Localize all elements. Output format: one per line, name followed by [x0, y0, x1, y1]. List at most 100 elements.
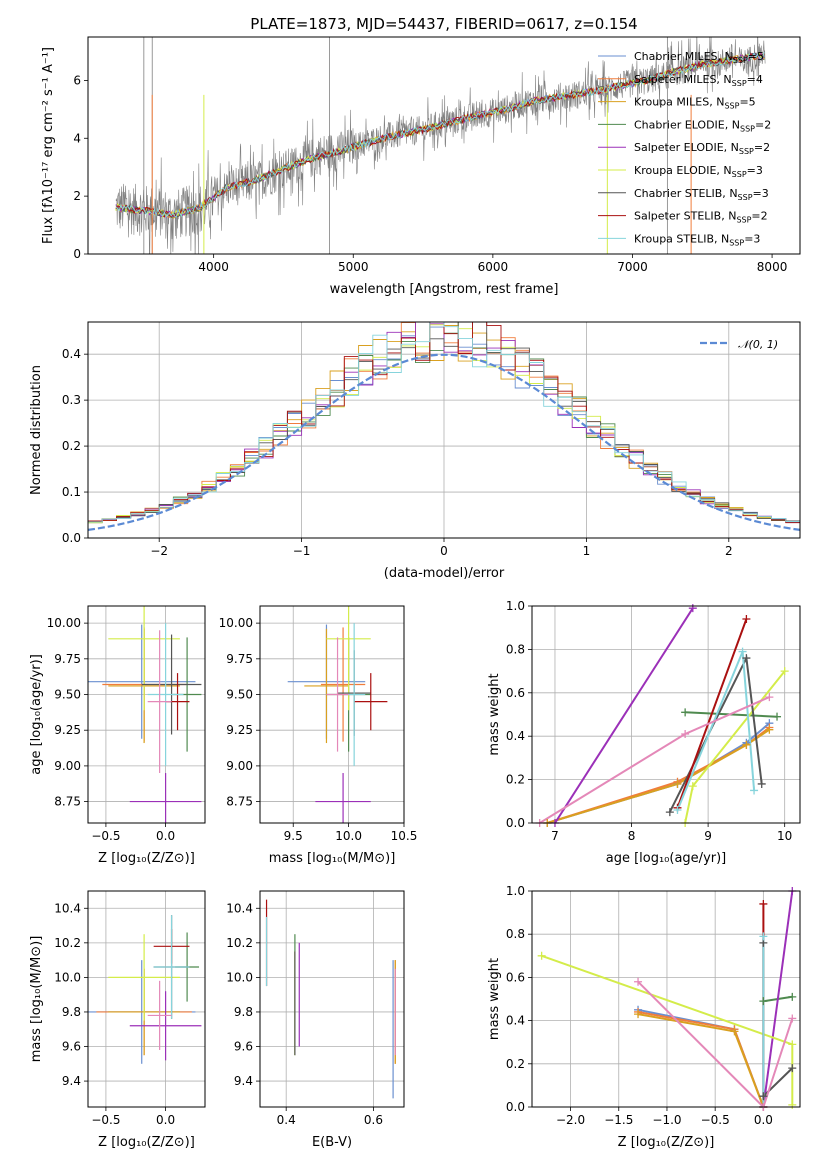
weight-marker — [681, 708, 690, 717]
weight-marker — [765, 725, 774, 734]
axes-frame — [87, 321, 801, 539]
errorbar-point — [129, 773, 202, 823]
x-tick-label: −0.5 — [91, 1113, 120, 1127]
x-tick-label: 1 — [583, 544, 591, 558]
x-axis-label: (data-model)/error — [384, 566, 505, 581]
y-tick-label: 9.75 — [54, 652, 81, 666]
legend-entry: Kroupa ELODIE, NSSP=3 — [634, 164, 763, 179]
y-tick-label: 0.2 — [506, 773, 525, 787]
y-tick-label: 10.2 — [54, 936, 81, 950]
legend-entry: Salpeter ELODIE, NSSP=2 — [634, 141, 770, 156]
x-tick-label: 0.0 — [754, 1113, 773, 1127]
residual-histogram-6 — [88, 322, 800, 522]
grid — [532, 605, 800, 824]
weight-marker — [738, 647, 747, 656]
y-tick-label: 4 — [73, 131, 81, 145]
spectrum-legend: Chabrier MILES, NSSP=5 Salpeter MILES, NS… — [598, 50, 771, 247]
panel-residuals: −2 −1 0 1 2 0.0 0.1 0.2 0.3 0.4 (data-model)/error… — [29, 322, 800, 581]
axes-frame — [531, 890, 801, 1108]
errorbar-point — [88, 624, 196, 739]
legend-entry: Chabrier MILES, NSSP=5 — [634, 50, 764, 65]
weight-marker — [788, 992, 797, 1001]
y-tick-label: 9.00 — [226, 759, 253, 773]
weight-line-1 — [546, 726, 771, 823]
y-tick-label: 10.0 — [226, 970, 253, 984]
y-tick-label: 1.0 — [506, 884, 525, 898]
weight-marker — [788, 1064, 797, 1073]
y-tick-label: 0.0 — [62, 531, 81, 545]
y-tick-label: 0.0 — [506, 816, 525, 830]
legend-entry: Chabrier STELIB, NSSP=3 — [634, 187, 769, 202]
errorbar-point — [315, 773, 371, 823]
x-axis-label: E(B-V) — [312, 1135, 352, 1150]
y-tick-label: 1.0 — [506, 599, 525, 613]
errorbar-point — [147, 623, 184, 766]
plot-area — [287, 606, 388, 823]
y-tick-label: 10.00 — [47, 616, 81, 630]
weight-line-9 — [539, 696, 770, 823]
y-tick-label: 9.50 — [226, 688, 253, 702]
y-axis-label: mass weight — [487, 673, 502, 755]
x-axis-label: age [log₁₀(age/yr)] — [606, 851, 727, 866]
plot-area — [539, 607, 786, 823]
y-tick-label: 0.2 — [62, 439, 81, 453]
x-tick-label: −1.5 — [604, 1113, 633, 1127]
weight-marker — [759, 1092, 768, 1101]
x-tick-label: 2 — [725, 544, 733, 558]
x-tick-label: 10.5 — [391, 829, 418, 843]
grid — [260, 891, 404, 1107]
axes-frame — [259, 890, 405, 1108]
x-tick-label: −0.5 — [701, 1113, 730, 1127]
y-tick-label: 9.25 — [54, 723, 81, 737]
weight-marker — [673, 805, 682, 814]
weight-marker — [788, 1100, 797, 1109]
legend-entry: 𝒩(0, 1) — [738, 338, 778, 351]
y-tick-label: 9.75 — [226, 652, 253, 666]
weight-marker — [759, 932, 768, 941]
plot-area — [88, 322, 800, 531]
y-tick-label: 10.4 — [226, 901, 253, 915]
y-tick-label: 0.1 — [62, 485, 81, 499]
x-tick-label: 10.0 — [335, 829, 362, 843]
errorbar-point — [153, 915, 190, 1019]
errorbar-point — [320, 627, 366, 742]
weight-marker — [759, 899, 768, 908]
errorbar-point — [326, 637, 349, 752]
y-tick-label: 9.00 — [54, 759, 81, 773]
y-tick-label: 10.4 — [54, 901, 81, 915]
y-tick-label: 0.3 — [62, 393, 81, 407]
y-tick-label: 9.4 — [234, 1074, 253, 1088]
x-axis-label: Z [log₁₀(Z/Z⊙)] — [618, 1135, 715, 1150]
y-tick-label: 9.4 — [62, 1074, 81, 1088]
axes-frame — [87, 890, 206, 1108]
weight-marker — [681, 730, 690, 739]
x-tick-label: 0.0 — [156, 829, 175, 843]
x-tick-label: 9 — [704, 829, 712, 843]
weight-marker — [757, 779, 766, 788]
x-tick-label: 10 — [777, 829, 792, 843]
x-tick-label: 7000 — [617, 260, 648, 274]
axes-frame — [531, 605, 801, 824]
y-tick-label: 9.6 — [234, 1040, 253, 1054]
x-tick-label: 4000 — [198, 260, 229, 274]
legend-entry: Kroupa STELIB, NSSP=3 — [634, 232, 760, 247]
errorbar-point — [141, 634, 202, 735]
residual-histogram-8 — [88, 322, 800, 523]
normal-curve — [88, 353, 800, 531]
x-axis-label: Z [log₁₀(Z/Z⊙)] — [98, 1135, 195, 1150]
weight-marker — [773, 712, 782, 721]
y-axis-label: Flux [fλ10⁻¹⁷ erg cm⁻² s⁻¹ A⁻¹] — [41, 47, 56, 244]
weight-marker — [759, 997, 768, 1006]
y-tick-label: 0.4 — [506, 1014, 525, 1028]
y-tick-label: 8.75 — [54, 795, 81, 809]
x-tick-label: 8 — [628, 829, 636, 843]
y-tick-label: 0.2 — [506, 1057, 525, 1071]
x-tick-label: −2.0 — [556, 1113, 585, 1127]
y-tick-label: 0.6 — [506, 686, 525, 700]
errorbar-point — [129, 991, 202, 1061]
x-tick-label: −1.0 — [652, 1113, 681, 1127]
plot-area — [115, 37, 766, 254]
y-axis-label: mass [log₁₀(M/M⊙)] — [29, 936, 44, 1063]
weight-marker — [688, 782, 697, 791]
y-axis-label: Normed distribution — [29, 365, 44, 495]
